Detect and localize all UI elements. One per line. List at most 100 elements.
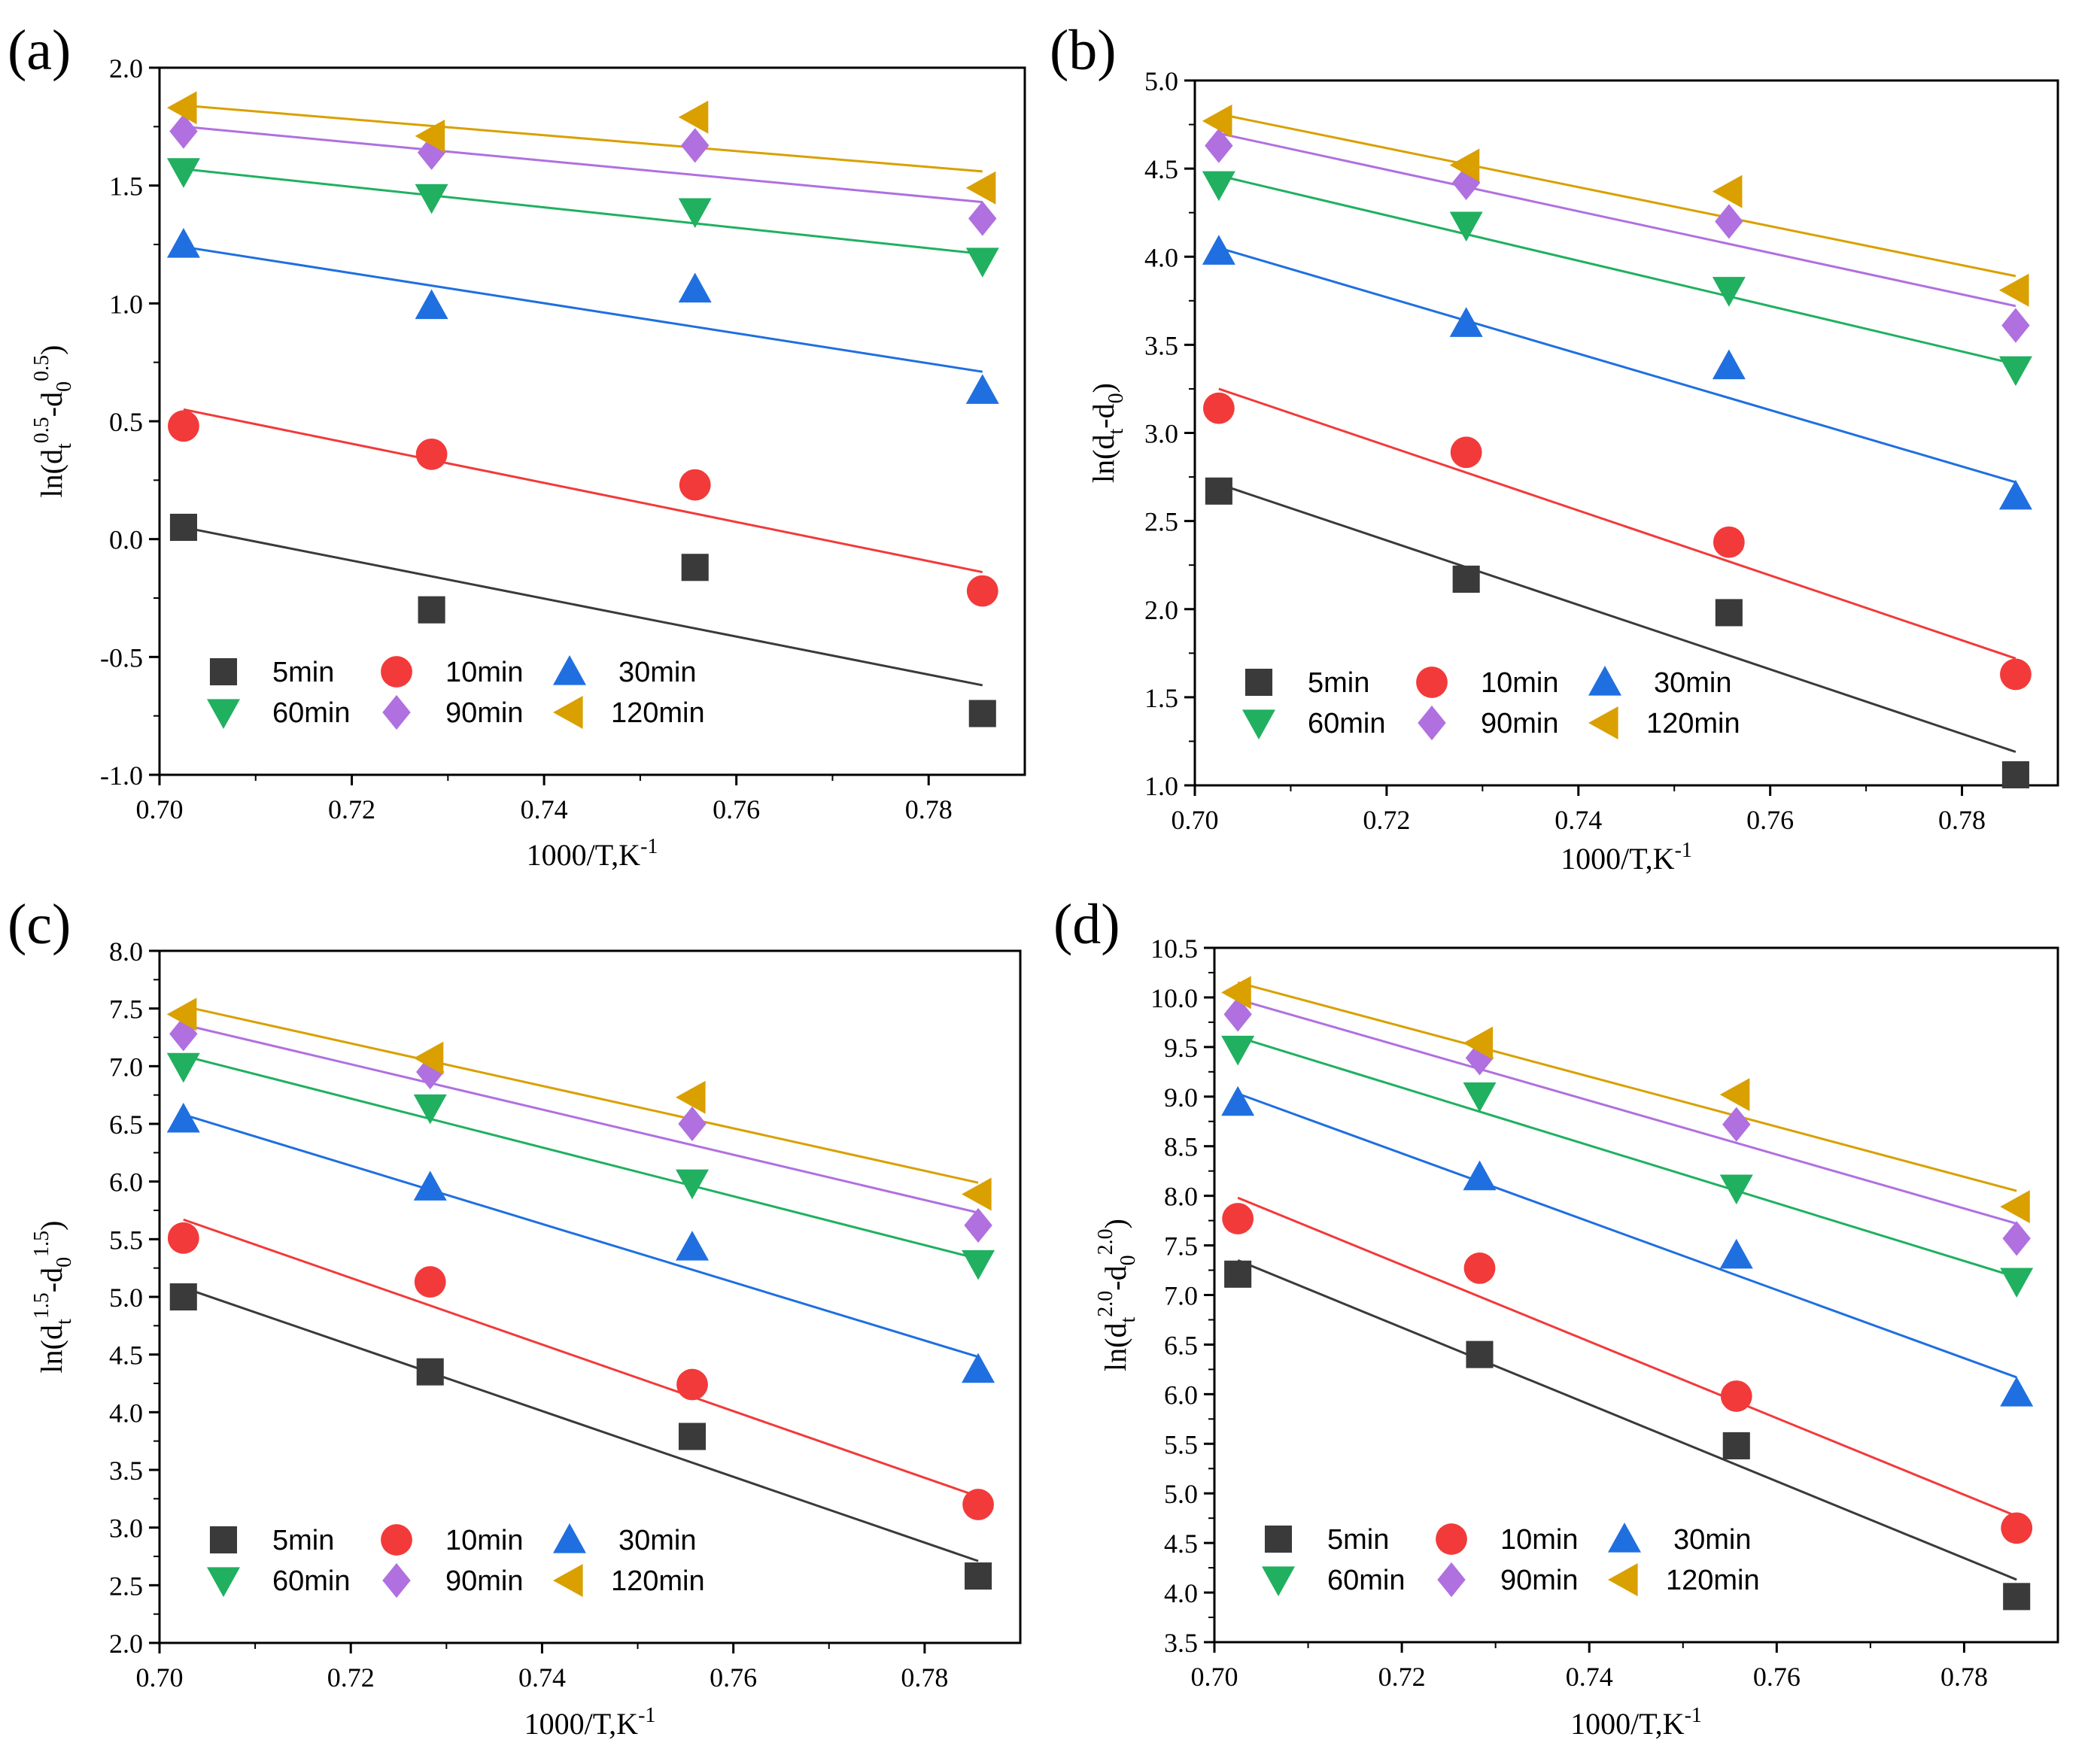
data-point-10min xyxy=(1202,392,1235,424)
data-point-10min xyxy=(2001,1512,2033,1544)
legend-label-120min: 120min xyxy=(1646,708,1740,739)
y-tick-label: 2.5 xyxy=(1144,507,1178,537)
legend-label-120min: 120min xyxy=(611,1565,705,1597)
data-point-10min xyxy=(962,1489,994,1520)
x-tick-label: 0.78 xyxy=(1940,1662,1988,1692)
y-tick-label: 2.0 xyxy=(109,53,143,83)
data-point-120min xyxy=(1463,1026,1494,1060)
legend-label-90min: 90min xyxy=(445,697,524,729)
legend-label-90min: 90min xyxy=(1481,708,1559,739)
x-tick-label: 0.72 xyxy=(327,1662,375,1693)
chart-panel-2: (b) 0.70 0.72 0.74 0.76 0.78 1.0 1.5 2.0 2.5 3.0 3.… xyxy=(1050,19,2059,876)
fit-line-30min xyxy=(1218,247,2016,484)
fit-line-120min xyxy=(183,1005,979,1184)
data-point-5min xyxy=(2001,761,2029,788)
data-point-30min xyxy=(166,1102,200,1133)
legend-label-10min: 10min xyxy=(1481,667,1559,699)
x-tick-label: 0.72 xyxy=(328,794,375,824)
y-tick-label: 4.0 xyxy=(1144,242,1178,272)
legend-label-5min: 5min xyxy=(1327,1524,1389,1556)
fit-line-60min xyxy=(1237,1036,2017,1279)
legend-marker-10min xyxy=(1416,666,1448,698)
fit-line-90min xyxy=(1237,998,2017,1225)
y-tick-label: 6.0 xyxy=(109,1167,143,1198)
fit-line-30min xyxy=(183,1113,979,1359)
chart-panel-3: (c) 0.70 0.72 0.74 0.76 0.78 2.0 2.5 3.0 3.5 4.0 4.… xyxy=(8,893,1022,1741)
legend-label-30min: 30min xyxy=(618,657,697,688)
x-tick-label: 0.78 xyxy=(905,794,953,824)
legend-marker-120min xyxy=(553,1564,583,1597)
data-point-30min xyxy=(1202,235,1235,265)
fit-line-120min xyxy=(183,104,983,173)
x-axis-label: 1000/T,K-1 xyxy=(1570,1704,1702,1741)
data-point-30min xyxy=(1998,479,2032,510)
y-tick-label: 0.5 xyxy=(109,407,143,437)
y-tick-label: 10.5 xyxy=(1150,934,1198,964)
data-point-90min xyxy=(1205,128,1233,163)
fit-line-5min xyxy=(1237,1259,2017,1581)
data-point-5min xyxy=(965,1562,992,1590)
y-tick-label: 3.5 xyxy=(109,1456,143,1486)
y-tick-label: 6.5 xyxy=(1164,1330,1198,1360)
y-tick-label: 1.0 xyxy=(1144,771,1178,801)
y-tick-label: 1.5 xyxy=(109,172,143,202)
y-axis-label: ln(dt-d0) xyxy=(1086,383,1128,483)
fit-line-30min xyxy=(1237,1092,2017,1379)
legend-label-120min: 120min xyxy=(1666,1565,1760,1596)
data-point-10min xyxy=(2000,658,2032,691)
legend-marker-90min xyxy=(1437,1562,1466,1598)
data-point-5min xyxy=(1205,477,1232,505)
data-point-10min xyxy=(679,469,711,501)
legend-label-30min: 30min xyxy=(1673,1524,1752,1556)
data-point-30min xyxy=(1221,1085,1255,1116)
data-point-90min xyxy=(169,114,198,149)
x-tick-label: 0.72 xyxy=(1363,805,1410,835)
y-axis-label: ln(dt1.5-d01.5) xyxy=(30,1221,76,1374)
data-point-120min xyxy=(166,997,197,1031)
data-point-30min xyxy=(678,272,712,303)
data-point-30min xyxy=(413,1171,447,1201)
data-point-30min xyxy=(1712,349,1746,380)
x-tick-label: 0.76 xyxy=(710,1662,757,1693)
y-tick-label: 8.0 xyxy=(109,937,143,967)
y-tick-label: 5.0 xyxy=(1164,1479,1198,1509)
fit-line-10min xyxy=(183,1218,979,1498)
legend-marker-30min xyxy=(1608,1523,1641,1553)
data-point-120min xyxy=(962,1177,992,1211)
data-point-60min xyxy=(413,1094,447,1125)
data-point-5min xyxy=(1466,1341,1494,1368)
y-tick-label: 0.0 xyxy=(109,525,143,555)
y-tick-label: -0.5 xyxy=(100,642,143,673)
fit-line-10min xyxy=(1218,387,2016,660)
y-tick-label: 9.5 xyxy=(1164,1033,1198,1063)
x-tick-label: 0.78 xyxy=(1938,805,1986,835)
fit-line-5min xyxy=(183,526,983,687)
panel-label: (c) xyxy=(8,893,71,956)
y-tick-label: 1.5 xyxy=(1144,683,1178,713)
data-point-120min xyxy=(676,1080,706,1114)
data-point-60min xyxy=(1463,1082,1497,1113)
legend-label-60min: 60min xyxy=(272,697,351,729)
legend-marker-60min xyxy=(1242,709,1275,739)
data-point-60min xyxy=(1719,1174,1753,1205)
y-tick-label: 9.0 xyxy=(1164,1082,1198,1113)
y-tick-label: 3.5 xyxy=(1164,1628,1198,1658)
fit-line-60min xyxy=(183,168,983,256)
data-point-30min xyxy=(676,1231,710,1261)
data-point-5min xyxy=(2003,1583,2031,1611)
data-point-60min xyxy=(678,198,712,229)
y-tick-label: 3.5 xyxy=(1144,330,1178,360)
data-point-90min xyxy=(968,201,997,236)
legend-marker-10min xyxy=(381,656,412,688)
fit-line-30min xyxy=(183,245,983,373)
data-point-10min xyxy=(415,438,448,470)
legend-marker-60min xyxy=(1262,1566,1295,1596)
legend-marker-5min xyxy=(1264,1525,1293,1553)
x-tick-label: 0.70 xyxy=(1191,1662,1238,1692)
legend-label-30min: 30min xyxy=(618,1525,697,1556)
y-tick-label: 4.5 xyxy=(1164,1529,1198,1559)
legend-label-60min: 60min xyxy=(272,1565,351,1597)
data-point-30min xyxy=(1719,1238,1753,1269)
data-point-90min xyxy=(1465,1040,1494,1076)
data-point-120min xyxy=(166,91,197,125)
